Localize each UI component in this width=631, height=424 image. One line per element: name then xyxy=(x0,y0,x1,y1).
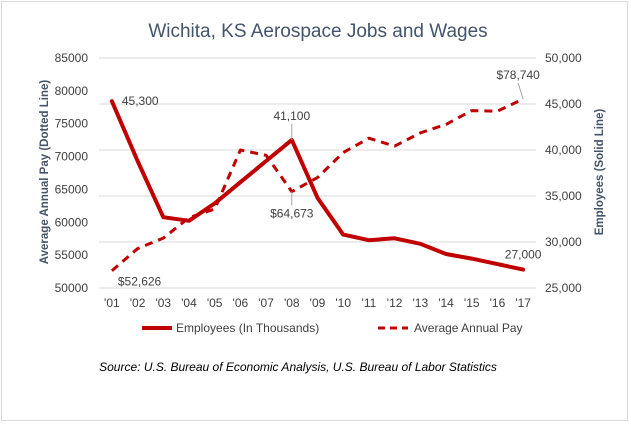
left-tick-label: 80000 xyxy=(55,84,89,98)
chart-title: Wichita, KS Aerospace Jobs and Wages xyxy=(148,21,487,42)
data-label: 41,100 xyxy=(273,109,310,123)
x-tick-label: '02 xyxy=(130,296,146,310)
x-tick-label: '14 xyxy=(438,296,454,310)
left-tick-label: 75000 xyxy=(55,117,89,131)
left-tick-label: 70000 xyxy=(55,150,89,164)
x-tick-label: '05 xyxy=(207,296,223,310)
x-tick-label: '10 xyxy=(335,296,351,310)
x-tick-label: '04 xyxy=(181,296,197,310)
left-tick-label: 85000 xyxy=(55,51,89,65)
right-tick-label: 45,000 xyxy=(545,97,582,111)
left-axis-ticks: 50000 55000 60000 65000 70000 75000 80000 85000 xyxy=(55,51,89,295)
x-tick-label: '07 xyxy=(258,296,274,310)
legend-label-pay: Average Annual Pay xyxy=(414,321,523,335)
source-note: Source: U.S. Bureau of Economic Analysis… xyxy=(99,360,497,374)
right-tick-label: 50,000 xyxy=(545,51,582,65)
right-tick-label: 40,000 xyxy=(545,143,582,157)
gridlines xyxy=(99,57,536,289)
right-tick-label: 30,000 xyxy=(545,235,582,249)
left-tick-label: 55000 xyxy=(55,248,89,262)
x-tick-label: '11 xyxy=(362,296,377,310)
right-axis-ticks: 25,000 30,000 35,000 40,000 45,000 50,000 xyxy=(545,51,582,295)
data-labels: 45,300 41,100 27,000 $52,626 $64,673 $78,740 xyxy=(118,68,542,289)
x-tick-label: '06 xyxy=(233,296,249,310)
right-axis-title: Employees (Solid Line) xyxy=(594,109,606,236)
average-pay-line xyxy=(110,97,524,272)
series-lines xyxy=(109,97,526,272)
data-label: 27,000 xyxy=(505,248,542,262)
data-label: $52,626 xyxy=(118,275,162,289)
left-tick-label: 65000 xyxy=(55,182,89,196)
data-label: $64,673 xyxy=(270,207,314,221)
x-tick-label: '03 xyxy=(155,296,171,310)
right-tick-label: 35,000 xyxy=(545,189,582,203)
left-tick-label: 50000 xyxy=(55,281,89,295)
x-tick-label: '16 xyxy=(490,296,506,310)
x-tick-label: '09 xyxy=(310,296,326,310)
x-tick-label: '01 xyxy=(104,296,120,310)
x-tick-label: '12 xyxy=(387,296,403,310)
legend: Employees (In Thousands) Average Annual … xyxy=(142,321,523,335)
left-axis-title: Average Annual Pay (Dotted Line) xyxy=(39,80,51,265)
data-label: $78,740 xyxy=(496,68,540,82)
right-tick-label: 25,000 xyxy=(545,281,582,295)
data-label-leader xyxy=(517,82,524,100)
data-label: 45,300 xyxy=(122,94,159,108)
x-tick-label: '17 xyxy=(515,296,531,310)
x-tick-label: '08 xyxy=(284,296,300,310)
left-tick-label: 60000 xyxy=(55,215,89,229)
x-tick-label: '15 xyxy=(464,296,480,310)
employees-line xyxy=(109,99,526,272)
x-axis-ticks: '01 '02 '03 '04 '05 '06 '07 '08 '09 '10 '11 '12 '13 '… xyxy=(104,296,531,310)
legend-label-employees: Employees (In Thousands) xyxy=(176,321,319,335)
x-tick-label: '13 xyxy=(413,296,429,310)
